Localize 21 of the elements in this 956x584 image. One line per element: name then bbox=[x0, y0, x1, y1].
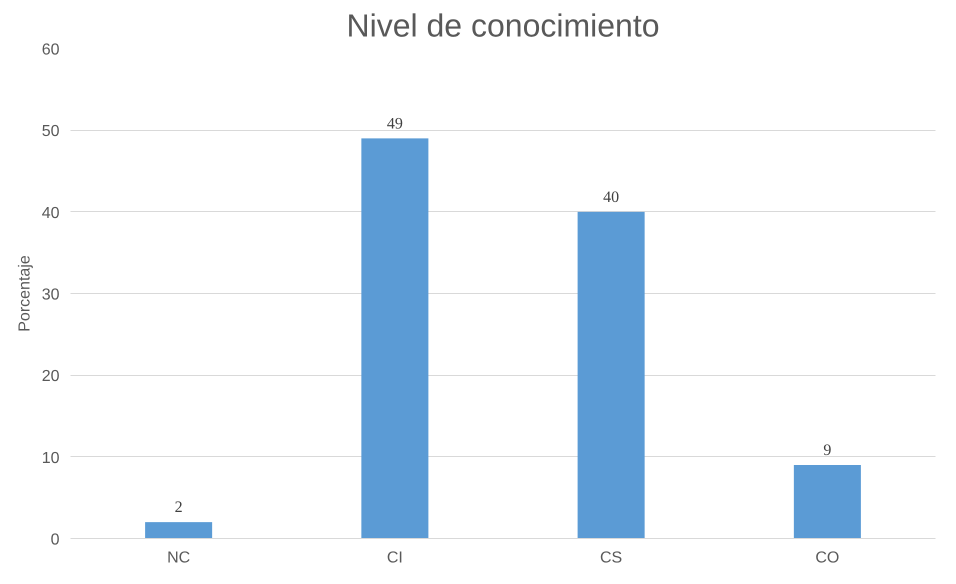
y-tick-label: 10 bbox=[42, 450, 60, 467]
y-tick-label: 0 bbox=[50, 532, 60, 548]
data-label: 49 bbox=[386, 115, 403, 132]
bar bbox=[794, 465, 861, 538]
y-axis-title: Porcentaje bbox=[16, 255, 34, 332]
y-tick-label: 20 bbox=[42, 368, 60, 386]
x-tick-label: NC bbox=[167, 550, 190, 566]
x-tick-label: CS bbox=[600, 550, 622, 566]
y-tick-label: 50 bbox=[42, 123, 60, 140]
x-tick-label: CO bbox=[815, 550, 840, 566]
bar bbox=[361, 138, 428, 538]
data-label: 40 bbox=[603, 188, 620, 206]
data-label: 9 bbox=[823, 442, 832, 459]
bar bbox=[145, 522, 212, 538]
x-tick-label: CI bbox=[386, 550, 403, 566]
y-tick-label: 30 bbox=[42, 286, 60, 304]
data-label: 2 bbox=[174, 499, 183, 516]
y-tick-label: 40 bbox=[42, 204, 60, 222]
y-tick-label: 60 bbox=[42, 42, 60, 58]
chart-title: Nivel de conocimiento bbox=[346, 8, 660, 44]
bar bbox=[578, 212, 645, 538]
